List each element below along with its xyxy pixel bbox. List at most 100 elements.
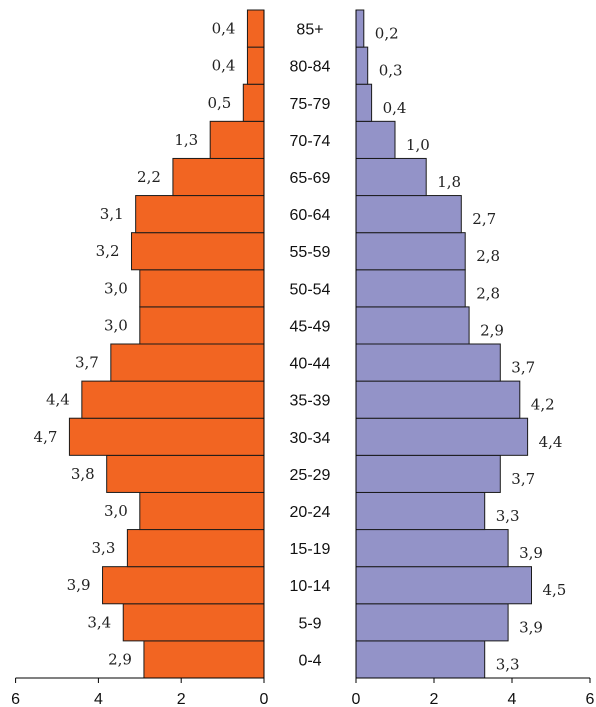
right-bar-65-69 bbox=[355, 157, 427, 197]
right-bar-60-64 bbox=[355, 195, 462, 234]
left-x-axis: 6 4 2 0 bbox=[11, 10, 269, 707]
left-value-label-10-14: 3,9 bbox=[67, 576, 91, 594]
age-group-label-35-39: 35-39 bbox=[290, 393, 331, 410]
right-value-label-0-4: 3,3 bbox=[496, 655, 520, 673]
right-tick-label-6: 6 bbox=[586, 691, 595, 707]
right-value-label-55-59: 2,8 bbox=[476, 247, 500, 265]
age-labels-group: 0-4 5-9 10-14 15-19 20-24 25-29 30-34 35-39 40-4… bbox=[290, 22, 331, 670]
left-value-label-20-24: 3,0 bbox=[104, 502, 128, 520]
left-bar-65-69 bbox=[172, 157, 265, 197]
left-tick-label-2: 2 bbox=[177, 691, 186, 707]
right-bar-5-9 bbox=[355, 603, 509, 642]
age-group-label-45-49: 45-49 bbox=[290, 318, 331, 335]
right-tick-label-0: 0 bbox=[352, 691, 361, 707]
right-value-label-30-34: 4,4 bbox=[539, 433, 563, 451]
left-value-label-25-29: 3,8 bbox=[71, 465, 95, 483]
left-tick-label-6: 6 bbox=[11, 691, 20, 707]
left-value-label-70-74: 1,3 bbox=[174, 131, 198, 149]
age-group-label-10-14: 10-14 bbox=[290, 578, 331, 595]
left-value-label-75-79: 0,5 bbox=[207, 94, 231, 112]
left-value-label-80-84: 0,4 bbox=[212, 57, 236, 75]
right-bar-20-24 bbox=[355, 491, 486, 531]
right-value-label-15-19: 3,9 bbox=[519, 544, 543, 562]
right-value-label-85+: 0,2 bbox=[375, 25, 399, 43]
right-value-label-75-79: 0,4 bbox=[383, 99, 407, 117]
right-bar-25-29 bbox=[355, 454, 501, 493]
left-bar-55-59 bbox=[131, 232, 265, 271]
right-x-axis: 0 2 4 6 bbox=[352, 10, 595, 707]
left-bar-50-54 bbox=[139, 269, 265, 308]
age-group-label-40-44: 40-44 bbox=[290, 356, 331, 373]
right-value-label-65-69: 1,8 bbox=[437, 173, 461, 191]
age-group-label-5-9: 5-9 bbox=[298, 615, 321, 632]
age-group-label-65-69: 65-69 bbox=[290, 170, 331, 187]
right-bar-80-84 bbox=[355, 46, 369, 85]
right-bar-40-44 bbox=[355, 343, 501, 382]
left-bar-25-29 bbox=[106, 454, 265, 493]
left-bar-80-84 bbox=[246, 46, 265, 85]
right-bar-75-79 bbox=[355, 83, 373, 122]
left-value-label-30-34: 4,7 bbox=[34, 428, 58, 446]
right-bar-15-19 bbox=[355, 529, 509, 568]
left-value-label-0-4: 2,9 bbox=[108, 650, 132, 668]
right-value-label-5-9: 3,9 bbox=[519, 618, 543, 636]
age-group-label-75-79: 75-79 bbox=[290, 96, 331, 113]
age-group-label-60-64: 60-64 bbox=[290, 207, 331, 224]
left-bar-15-19 bbox=[126, 529, 265, 568]
right-bar-10-14 bbox=[355, 566, 532, 605]
right-value-label-80-84: 0,3 bbox=[379, 62, 403, 80]
left-tick-label-4: 4 bbox=[94, 691, 103, 707]
right-bar-0-4 bbox=[355, 640, 486, 679]
right-bar-70-74 bbox=[355, 120, 396, 159]
left-value-label-40-44: 3,7 bbox=[75, 354, 99, 372]
right-value-label-25-29: 3,7 bbox=[511, 470, 535, 488]
right-tick-label-4: 4 bbox=[508, 691, 517, 707]
left-bar-20-24 bbox=[139, 491, 265, 531]
left-bar-85+ bbox=[246, 9, 265, 48]
right-bar-30-34 bbox=[355, 417, 529, 456]
age-group-label-15-19: 15-19 bbox=[290, 541, 331, 558]
left-bar-45-49 bbox=[139, 306, 265, 345]
right-value-label-10-14: 4,5 bbox=[543, 581, 567, 599]
age-group-label-80-84: 80-84 bbox=[290, 59, 331, 76]
right-value-label-45-49: 2,9 bbox=[480, 321, 504, 339]
left-value-label-85+: 0,4 bbox=[212, 20, 236, 38]
right-value-label-50-54: 2,8 bbox=[476, 284, 500, 302]
left-value-label-15-19: 3,3 bbox=[92, 539, 116, 557]
age-group-label-50-54: 50-54 bbox=[290, 281, 331, 298]
left-value-label-60-64: 3,1 bbox=[100, 205, 124, 223]
age-group-label-70-74: 70-74 bbox=[290, 133, 331, 150]
age-group-label-85+: 85+ bbox=[296, 22, 323, 39]
right-value-label-60-64: 2,7 bbox=[472, 210, 496, 228]
age-group-label-20-24: 20-24 bbox=[290, 504, 331, 521]
right-bar-45-49 bbox=[355, 306, 470, 345]
left-bar-35-39 bbox=[81, 380, 265, 419]
right-value-label-20-24: 3,3 bbox=[496, 507, 520, 525]
right-value-label-70-74: 1,0 bbox=[406, 136, 430, 154]
left-value-label-5-9: 3,4 bbox=[87, 613, 111, 631]
right-bar-55-59 bbox=[355, 232, 466, 271]
left-bar-70-74 bbox=[209, 120, 265, 159]
left-value-label-35-39: 4,4 bbox=[46, 391, 70, 409]
left-bar-75-79 bbox=[242, 83, 265, 122]
left-bar-5-9 bbox=[122, 603, 265, 642]
left-bar-0-4 bbox=[143, 640, 265, 679]
left-tick-label-0: 0 bbox=[260, 691, 269, 707]
left-value-label-65-69: 2,2 bbox=[137, 168, 161, 186]
right-bar-35-39 bbox=[355, 380, 521, 419]
left-value-label-55-59: 3,2 bbox=[96, 242, 120, 260]
age-group-label-25-29: 25-29 bbox=[290, 467, 331, 484]
left-bars-group: 2,9 3,4 3,9 3,3 3,0 3,8 4,7 4,4 3,7 3,0 3,0 3,2 3,1 2… bbox=[34, 9, 265, 679]
left-bar-60-64 bbox=[135, 195, 265, 234]
right-value-label-35-39: 4,2 bbox=[531, 396, 555, 414]
left-value-label-45-49: 3,0 bbox=[104, 316, 128, 334]
right-value-label-40-44: 3,7 bbox=[511, 359, 535, 377]
age-group-label-55-59: 55-59 bbox=[290, 244, 331, 261]
right-bar-85+ bbox=[355, 9, 365, 48]
age-group-label-30-34: 30-34 bbox=[290, 430, 331, 447]
age-group-label-0-4: 0-4 bbox=[298, 652, 321, 669]
left-value-label-50-54: 3,0 bbox=[104, 279, 128, 297]
left-bar-40-44 bbox=[110, 343, 265, 382]
right-bars-group: 3,3 3,9 4,5 3,9 3,3 3,7 4,4 4,2 3,7 2,9 2,8 2,8 2,7 1… bbox=[355, 9, 567, 679]
